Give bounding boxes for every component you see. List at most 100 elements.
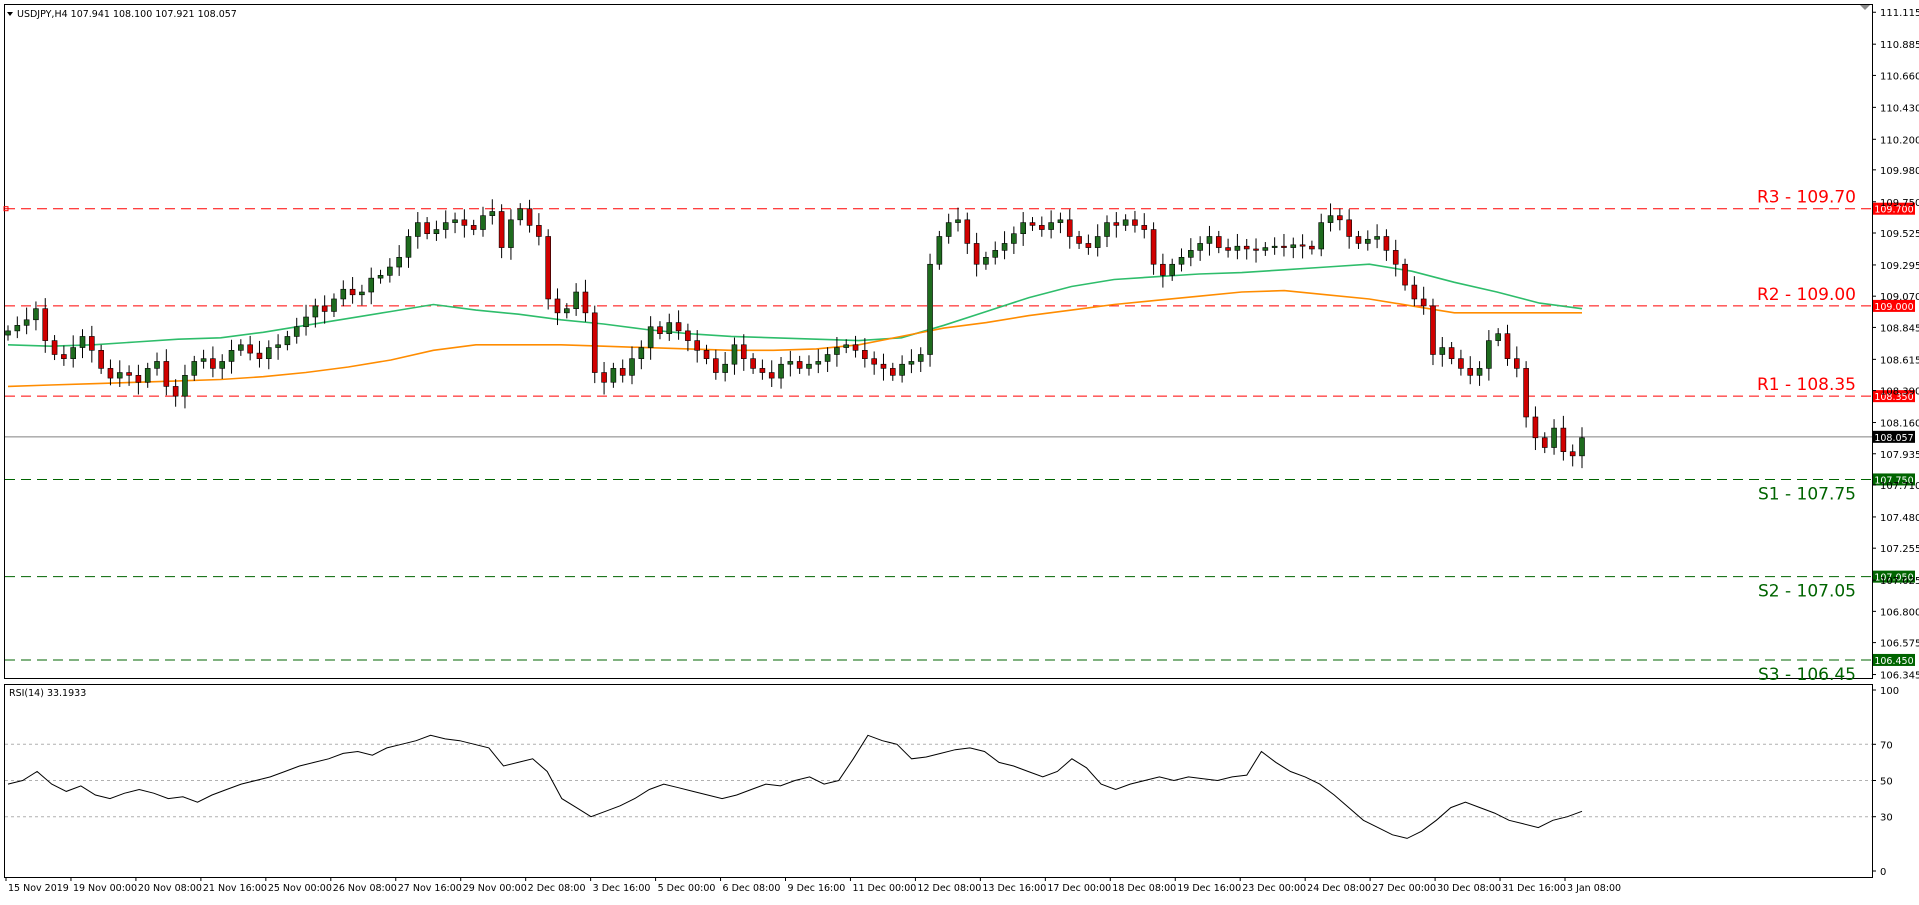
candle-body [666,322,673,334]
candle-body [1430,305,1436,355]
candle-body [787,361,794,365]
candle-body [1281,245,1287,248]
bear-candle [880,353,887,381]
bear-candle [1215,230,1222,254]
bear-candle [973,232,980,277]
time-tick-label: 17 Dec 00:00 [1047,883,1111,894]
time-axis: 15 Nov 2019 19 Nov 00:00 20 Nov 08:00 21 No… [5,877,1621,894]
bull-candle [610,362,617,388]
candle-body [647,326,654,348]
level-price-tag-bg [1873,202,1915,215]
bear-candle [1085,234,1092,255]
bear-candle [582,279,589,322]
bear-candle [1076,230,1082,249]
candle-body [936,236,943,265]
current-price-tag-bg [1873,430,1915,443]
candle-body [163,361,170,387]
candle-body [238,344,244,351]
bear-candle [135,364,142,395]
bull-candle [824,347,831,372]
candle-body [256,352,263,359]
bear-candle [470,219,477,236]
price-tick-label: 109.295 [1880,261,1919,272]
bull-candle [787,350,794,377]
moving-averages [7,263,1583,388]
candle-body [1411,284,1418,300]
rsi-tick-label: 50 [1880,777,1893,788]
bull-candle [731,337,738,375]
bear-candle [862,338,868,368]
bear-candle [424,217,430,240]
level-price-tag-text: 107.750 [1874,475,1913,486]
bear-candle [1113,212,1120,238]
candle-body [107,368,114,379]
rsi-line [7,734,1583,839]
bull-candle [1318,213,1325,257]
bear-candle [768,360,775,387]
bear-candle [1309,240,1315,255]
bull-candle [1234,233,1241,260]
candle-body [964,219,971,244]
candle-body [610,368,617,383]
bear-candle [591,305,598,384]
candle-body [135,375,142,383]
candle-body [172,386,179,397]
candle-body [1066,219,1073,237]
level-price-tag: 109.700 [1873,202,1915,216]
bull-candle [265,340,272,370]
bear-candle [545,229,551,310]
candle-body [1299,244,1306,247]
bull-candle [5,325,11,341]
candle-body [1383,236,1390,251]
candle-body [1094,236,1101,248]
candle-body [703,350,710,359]
bear-candle [349,277,356,304]
candle-body [470,225,477,230]
bull-candle [1439,337,1446,367]
candle-body [1355,236,1362,244]
candle-body [340,288,347,300]
candle-body [1420,298,1427,307]
price-tick-label: 110.200 [1880,135,1919,146]
bear-candle [685,323,691,352]
bear-candle [1514,346,1520,378]
bear-candle [619,359,626,383]
time-tick-label: 6 Dec 08:00 [723,883,781,894]
candle-body [973,243,980,265]
price-tick-label: 109.070 [1880,292,1919,303]
time-tick-label: 20 Nov 08:00 [138,883,202,894]
candle-body [144,368,151,383]
bull-candle [14,316,21,339]
candle-body [740,344,747,359]
price-axis: 111.115 110.885 110.660 110.430 110.200 109.9… [1872,8,1919,682]
candle-body [89,336,95,351]
candle-body [591,312,598,373]
candles [5,199,1585,469]
time-tick-label: 12 Dec 08:00 [917,883,981,894]
bear-candle [1132,210,1138,233]
rsi-tick-label: 0 [1880,867,1886,878]
time-tick-label: 3 Jan 08:00 [1567,883,1621,894]
bull-candle [806,355,812,376]
candle-body [1476,368,1483,376]
bull-candle [219,354,226,379]
bear-candle [1039,216,1045,237]
bull-candle [489,199,496,225]
candle-body [1318,222,1325,250]
bear-candle [1253,238,1259,263]
candle-body [200,358,207,362]
candle-body [1514,358,1520,369]
candle-body [1327,215,1334,223]
time-tick-label: 19 Nov 00:00 [73,883,137,894]
bull-candle [834,337,840,367]
bear-candle [1355,230,1362,249]
bull-candle [433,220,440,241]
level-price-tag-text: 108.350 [1874,392,1913,403]
bear-candle [1392,239,1399,277]
candle-body [359,291,365,296]
price-tick-label: 108.615 [1880,355,1919,366]
candle-body [1057,219,1064,223]
bear-candle [703,344,710,365]
